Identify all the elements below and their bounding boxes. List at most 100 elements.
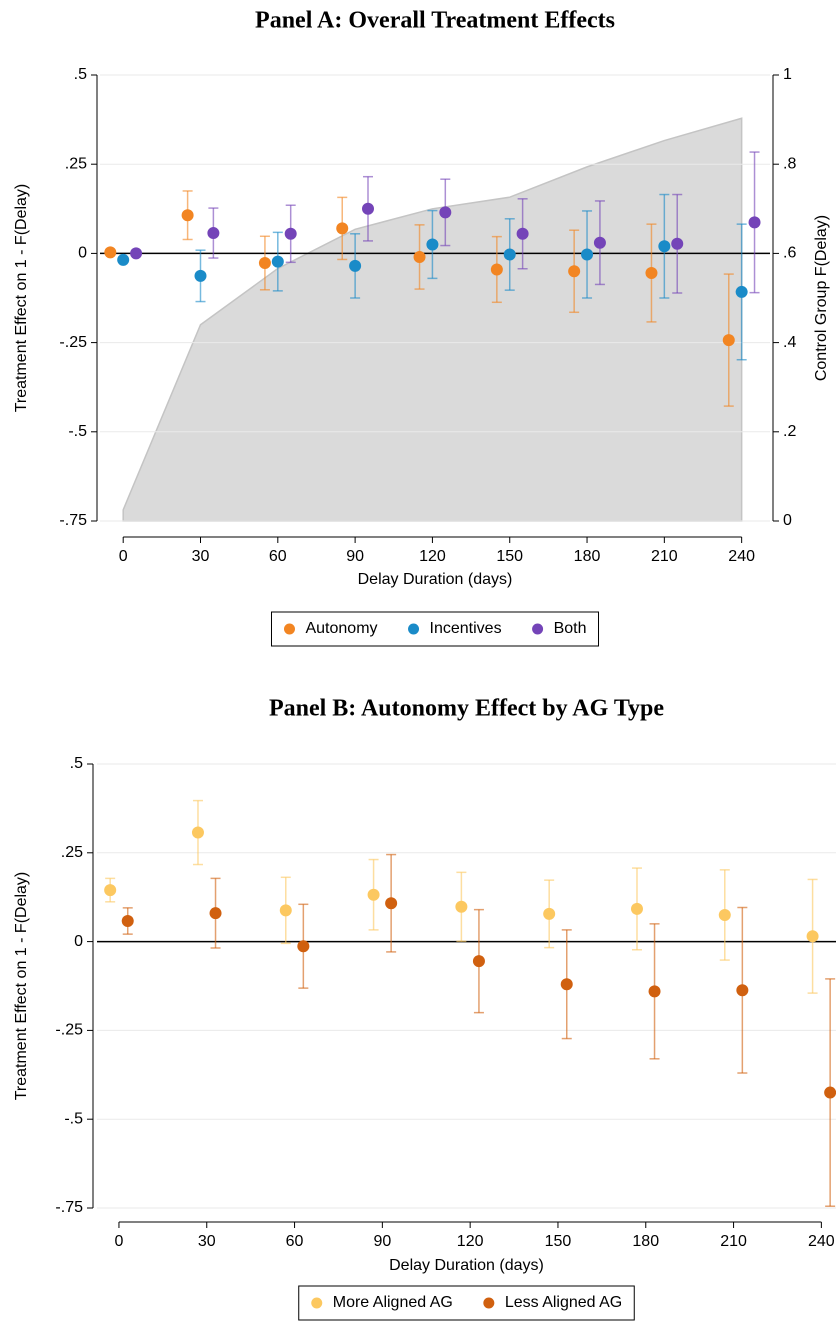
x-tick-label: 30: [198, 1233, 216, 1250]
chart-panel: Panel A: Overall Treatment Effects .5 .25 0…: [13, 8, 830, 647]
y2-axis-label: Control Group F(Delay): [813, 215, 830, 381]
point: [130, 247, 143, 260]
point: [439, 206, 452, 219]
point: [472, 955, 485, 968]
y2-tick-label: .2: [783, 423, 796, 440]
legend-label: Less Aligned AG: [505, 1294, 622, 1311]
x-axis-label: Delay Duration (days): [358, 571, 513, 588]
point: [104, 884, 117, 897]
y-tick-label: 0: [74, 933, 83, 950]
x-tick-label: 60: [269, 548, 287, 565]
y-tick-label: .5: [70, 755, 83, 772]
point: [367, 888, 380, 901]
x-axis-label: Delay Duration (days): [389, 1257, 544, 1274]
point: [736, 984, 749, 997]
point: [581, 248, 594, 261]
x-tick-label: 90: [346, 548, 364, 565]
y-tick-label: .25: [65, 155, 87, 172]
point: [385, 897, 398, 910]
legend-label: More Aligned AG: [333, 1294, 453, 1311]
point: [503, 248, 516, 261]
y-tick-label: -.25: [55, 1022, 83, 1039]
legend-marker: [483, 1297, 495, 1309]
point: [181, 209, 194, 222]
point: [207, 227, 220, 240]
point: [543, 907, 556, 920]
y-axis-label: Treatment Effect on 1 - F(Delay): [13, 184, 30, 413]
x-tick-label: 0: [114, 1233, 123, 1250]
point: [104, 246, 117, 259]
point: [117, 253, 130, 266]
x-tick-label: 240: [728, 548, 755, 565]
y-tick-label: -.75: [55, 1199, 83, 1216]
x-tick-label: 0: [119, 548, 128, 565]
legend-box: [270, 611, 600, 647]
point: [735, 285, 748, 298]
point: [191, 826, 204, 839]
y2-tick-label: 0: [783, 512, 792, 529]
point: [297, 940, 310, 953]
point: [593, 236, 606, 249]
legend-label: Incentives: [430, 620, 502, 637]
x-tick-label: 30: [192, 548, 210, 565]
legend: More Aligned AG Less Aligned AG: [298, 1285, 635, 1321]
point: [671, 237, 684, 250]
legend: Autonomy Incentives Both: [270, 611, 600, 647]
chart-panel: Panel B: Autonomy Effect by AG Type .5 .25…: [13, 696, 836, 1321]
point: [516, 227, 529, 240]
chart-title: Panel B: Autonomy Effect by AG Type: [269, 696, 664, 722]
x-tick-label: 120: [457, 1233, 484, 1250]
y-tick-label: 0: [78, 245, 87, 262]
point: [258, 257, 271, 270]
point: [748, 216, 761, 229]
x-tick-label: 240: [808, 1233, 835, 1250]
point: [362, 202, 374, 215]
y2-tick-label: .6: [783, 245, 796, 262]
y2-tick-label: 1: [783, 66, 792, 83]
y-axis-label: Treatment Effect on 1 - F(Delay): [13, 872, 30, 1101]
point: [722, 334, 735, 347]
legend-marker: [311, 1297, 323, 1309]
point: [121, 914, 134, 927]
point: [490, 263, 503, 276]
point: [806, 930, 819, 943]
legend-marker: [283, 623, 295, 635]
x-tick-label: 210: [651, 548, 678, 565]
point: [568, 265, 581, 278]
point: [209, 907, 222, 920]
y-tick-label: -.25: [59, 334, 87, 351]
y-tick-label: -.5: [68, 423, 87, 440]
cdf-area: [122, 117, 743, 522]
y2-tick-label: .8: [783, 155, 796, 172]
legend-marker: [408, 623, 420, 635]
x-tick-label: 180: [574, 548, 601, 565]
point: [284, 227, 297, 240]
x-tick-label: 60: [286, 1233, 304, 1250]
legend-box: [298, 1285, 635, 1321]
point: [648, 985, 661, 998]
legend-marker: [532, 623, 544, 635]
x-tick-label: 210: [720, 1233, 747, 1250]
point: [645, 267, 658, 280]
chart-title: Panel A: Overall Treatment Effects: [255, 8, 615, 34]
point: [426, 238, 439, 251]
point: [349, 259, 362, 272]
point: [279, 904, 292, 917]
x-tick-label: 180: [632, 1233, 659, 1250]
y2-tick-label: .4: [783, 334, 796, 351]
point: [658, 240, 671, 253]
y-tick-label: -.75: [59, 512, 87, 529]
point: [560, 978, 573, 991]
y-tick-label: .5: [74, 66, 87, 83]
y-tick-label: .25: [61, 844, 83, 861]
point: [630, 902, 643, 915]
point: [824, 1086, 836, 1099]
x-tick-label: 150: [545, 1233, 572, 1250]
point: [413, 250, 426, 263]
point: [194, 269, 207, 282]
point: [336, 222, 349, 235]
point: [718, 908, 731, 921]
legend-label: Both: [554, 620, 587, 637]
point: [455, 900, 468, 913]
